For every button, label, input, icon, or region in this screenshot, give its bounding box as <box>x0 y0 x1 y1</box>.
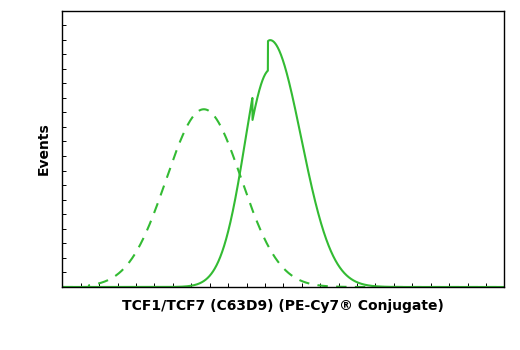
X-axis label: TCF1/TCF7 (C63D9) (PE-Cy7® Conjugate): TCF1/TCF7 (C63D9) (PE-Cy7® Conjugate) <box>123 299 444 313</box>
Y-axis label: Events: Events <box>36 122 50 175</box>
